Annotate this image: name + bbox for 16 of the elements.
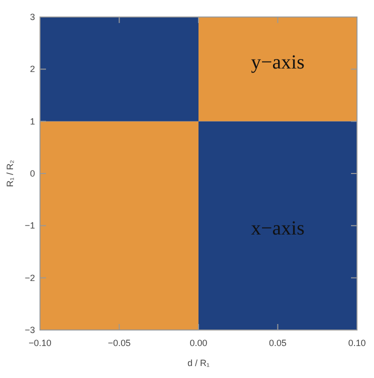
x-tick-label: −0.05 [108, 338, 131, 348]
x-axis-title: d / R₁ [187, 358, 210, 368]
y-tick-label: 0 [30, 168, 35, 178]
annotation: x−axis [251, 217, 305, 240]
y-tick-label: −1 [24, 220, 35, 231]
y-tick-label: 2 [30, 64, 35, 74]
y-axis-title: R₁ / R₂ [5, 159, 15, 188]
x-tick-label: 0.00 [190, 338, 208, 348]
y-tick-label: 1 [30, 116, 35, 126]
x-tick-label: 0.10 [348, 338, 366, 348]
x-tick-label: 0.05 [268, 338, 287, 348]
x-tick-label: −0.10 [28, 338, 52, 348]
annotation: y−axis [251, 52, 305, 74]
y-tick-label: −3 [24, 325, 35, 335]
y-tick-label: −2 [24, 272, 35, 283]
y-tick-label: 3 [30, 12, 35, 22]
